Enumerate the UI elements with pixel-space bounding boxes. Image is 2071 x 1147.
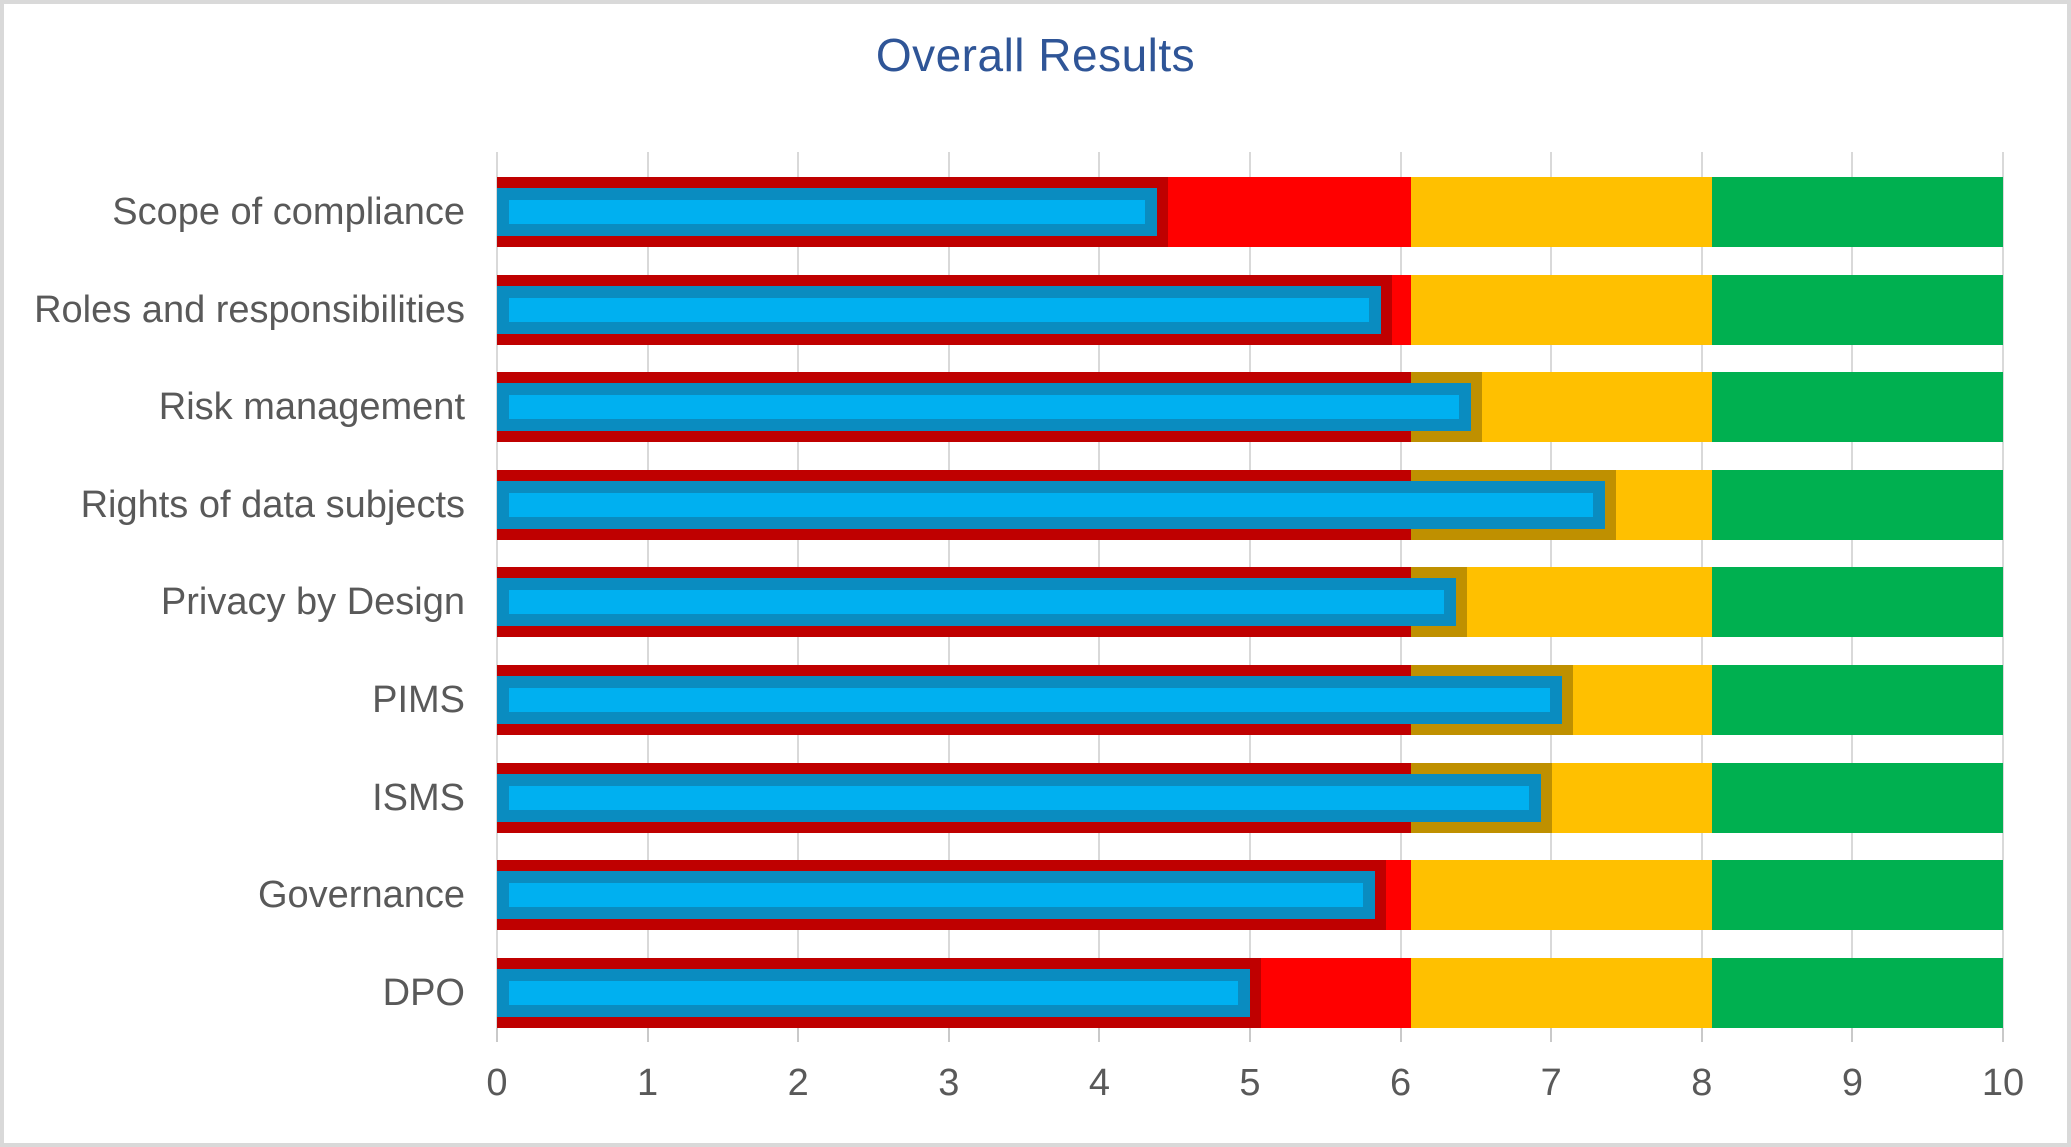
- category-label: Privacy by Design: [160, 581, 465, 623]
- x-axis-tick-label: 2: [787, 1062, 809, 1104]
- x-axis-tick-label: 0: [486, 1062, 508, 1104]
- zone-yellow: [1411, 958, 1713, 1028]
- score-bar: [497, 578, 1457, 626]
- x-axis-tick-label: 9: [1841, 1062, 1863, 1104]
- axis-tick-mark: [1098, 1028, 1101, 1042]
- score-bar: [497, 676, 1562, 724]
- chart-title: Overall Results: [875, 29, 1196, 81]
- category-label: Governance: [257, 874, 465, 916]
- row-band: [497, 372, 2003, 442]
- zone-yellow: [1411, 275, 1713, 345]
- row-band: [497, 860, 2003, 930]
- gridline: [2002, 152, 2004, 1028]
- axis-tick-mark: [797, 1028, 800, 1042]
- row-band: [497, 958, 2003, 1028]
- axis-tick-mark: [1399, 1028, 1402, 1042]
- x-axis-tick-label: 3: [938, 1062, 960, 1104]
- category-label: DPO: [382, 972, 465, 1014]
- axis-tick-mark: [947, 1028, 950, 1042]
- category-label: Roles and responsibilities: [34, 289, 465, 331]
- axis-tick-mark: [1550, 1028, 1553, 1042]
- category-label: Scope of compliance: [112, 191, 465, 233]
- score-bar: [497, 871, 1375, 919]
- x-axis-tick-label: 1: [637, 1062, 659, 1104]
- axis-tick-mark: [646, 1028, 649, 1042]
- zone-green: [1712, 665, 2003, 735]
- zone-green: [1712, 860, 2003, 930]
- score-bar: [497, 969, 1250, 1017]
- score-bar: [497, 481, 1606, 529]
- zone-yellow: [1411, 177, 1713, 247]
- x-axis-tick-label: 5: [1239, 1062, 1261, 1104]
- axis-tick-mark: [1851, 1028, 1854, 1042]
- category-label: ISMS: [372, 777, 465, 819]
- row-band: [497, 665, 2003, 735]
- x-axis-tick-label: 7: [1540, 1062, 1562, 1104]
- zone-green: [1712, 958, 2003, 1028]
- zone-yellow: [1411, 860, 1713, 930]
- row-band: [497, 177, 2003, 247]
- row-band: [497, 567, 2003, 637]
- axis-tick-mark: [496, 1028, 498, 1042]
- score-bar: [497, 188, 1157, 236]
- category-label: Risk management: [158, 386, 465, 428]
- zone-green: [1712, 372, 2003, 442]
- zone-green: [1712, 567, 2003, 637]
- zone-green: [1712, 177, 2003, 247]
- x-axis-tick-label: 8: [1691, 1062, 1713, 1104]
- score-bar: [497, 383, 1472, 431]
- x-axis-tick-label: 10: [1981, 1062, 2025, 1104]
- x-axis-tick-label: 4: [1088, 1062, 1110, 1104]
- axis-tick-mark: [2002, 1028, 2004, 1042]
- zone-green: [1712, 763, 2003, 833]
- x-axis-tick-label: 6: [1390, 1062, 1412, 1104]
- category-label: PIMS: [372, 679, 465, 721]
- score-bar: [497, 774, 1541, 822]
- axis-tick-mark: [1700, 1028, 1703, 1042]
- row-band: [497, 275, 2003, 345]
- score-bar: [497, 286, 1382, 334]
- row-band: [497, 763, 2003, 833]
- zone-green: [1712, 470, 2003, 540]
- zone-yellow: [1411, 567, 1713, 637]
- zone-green: [1712, 275, 2003, 345]
- category-label: Rights of data subjects: [80, 484, 465, 526]
- row-band: [497, 470, 2003, 540]
- axis-tick-mark: [1249, 1028, 1251, 1042]
